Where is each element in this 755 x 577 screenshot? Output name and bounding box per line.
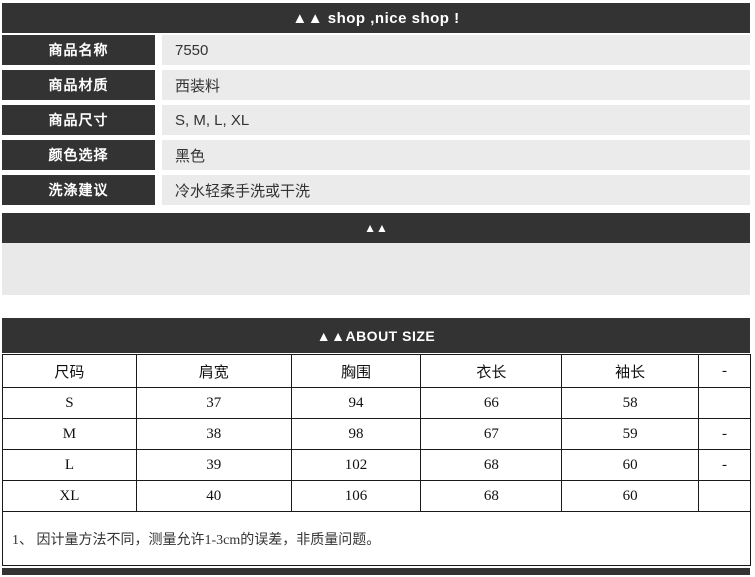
size-table-cell: 59 [561, 418, 700, 450]
size-table-cell: XL [2, 480, 137, 512]
product-info-label: 商品名称 [2, 35, 155, 65]
product-info-value: 黑色 [162, 140, 750, 170]
size-table-cell: 40 [135, 480, 292, 512]
shop-banner: ▲▲ shop ,nice shop ! [2, 3, 750, 33]
empty-image-block [2, 243, 750, 295]
size-table-cell: 60 [561, 480, 700, 512]
size-table-cell: 106 [290, 480, 422, 512]
size-table-cell: 39 [135, 449, 292, 481]
size-table-cell: 94 [290, 387, 422, 419]
size-table-cell: 66 [420, 387, 563, 419]
size-table-cell: 98 [290, 418, 422, 450]
about-size-banner: ▲▲ABOUT SIZE [2, 318, 750, 353]
product-info-section: 商品名称 7550 商品材质 西装料 商品尺寸 S, M, L, XL 颜色选择… [0, 35, 755, 205]
size-table-cell [698, 480, 751, 512]
measurement-note-box: 1、 因计量方法不同，测量允许1-3cm的误差，非质量问题。 [2, 512, 751, 566]
size-table-header-cell: 衣长 [420, 354, 563, 388]
product-info-label: 洗涤建议 [2, 175, 155, 205]
product-info-value: S, M, L, XL [162, 105, 750, 135]
product-info-value: 冷水轻柔手洗或干洗 [162, 175, 750, 205]
product-info-label: 商品材质 [2, 70, 155, 100]
size-table-header-cell: - [698, 354, 751, 388]
bottom-section-bar [2, 568, 750, 575]
size-table-cell: 37 [135, 387, 292, 419]
size-table-cell: 68 [420, 449, 563, 481]
product-info-row: 颜色选择 黑色 [2, 140, 750, 170]
size-table-header-cell: 胸围 [290, 354, 422, 388]
size-table-cell: - [698, 418, 751, 450]
product-info-row: 商品名称 7550 [2, 35, 750, 65]
product-info-value: 7550 [162, 35, 750, 65]
size-table-cell: 58 [561, 387, 700, 419]
size-table: 尺码 肩宽 胸围 衣长 袖长 - S 37 94 66 58 M 38 98 6… [2, 354, 751, 512]
product-info-value: 西装料 [162, 70, 750, 100]
size-table-header-row: 尺码 肩宽 胸围 衣长 袖长 - [2, 354, 751, 388]
size-table-cell: S [2, 387, 137, 419]
size-table-cell: 102 [290, 449, 422, 481]
size-table-row: L 39 102 68 60 - [2, 449, 751, 481]
size-table-cell [698, 387, 751, 419]
size-table-row: M 38 98 67 59 - [2, 418, 751, 450]
size-table-row: XL 40 106 68 60 [2, 480, 751, 512]
product-info-label: 商品尺寸 [2, 105, 155, 135]
product-info-row: 商品尺寸 S, M, L, XL [2, 105, 750, 135]
product-info-label: 颜色选择 [2, 140, 155, 170]
size-table-cell: L [2, 449, 137, 481]
product-info-row: 洗涤建议 冷水轻柔手洗或干洗 [2, 175, 750, 205]
size-table-cell: 38 [135, 418, 292, 450]
size-table-header-cell: 袖长 [561, 354, 700, 388]
divider-banner: ▲▲ [2, 213, 750, 243]
size-table-cell: 68 [420, 480, 563, 512]
size-table-cell: - [698, 449, 751, 481]
product-info-row: 商品材质 西装料 [2, 70, 750, 100]
size-table-row: S 37 94 66 58 [2, 387, 751, 419]
measurement-note-text: 1、 因计量方法不同，测量允许1-3cm的误差，非质量问题。 [12, 532, 381, 548]
size-table-cell: 67 [420, 418, 563, 450]
size-table-cell: 60 [561, 449, 700, 481]
size-table-header-cell: 肩宽 [135, 354, 292, 388]
size-table-header-cell: 尺码 [2, 354, 137, 388]
size-table-cell: M [2, 418, 137, 450]
